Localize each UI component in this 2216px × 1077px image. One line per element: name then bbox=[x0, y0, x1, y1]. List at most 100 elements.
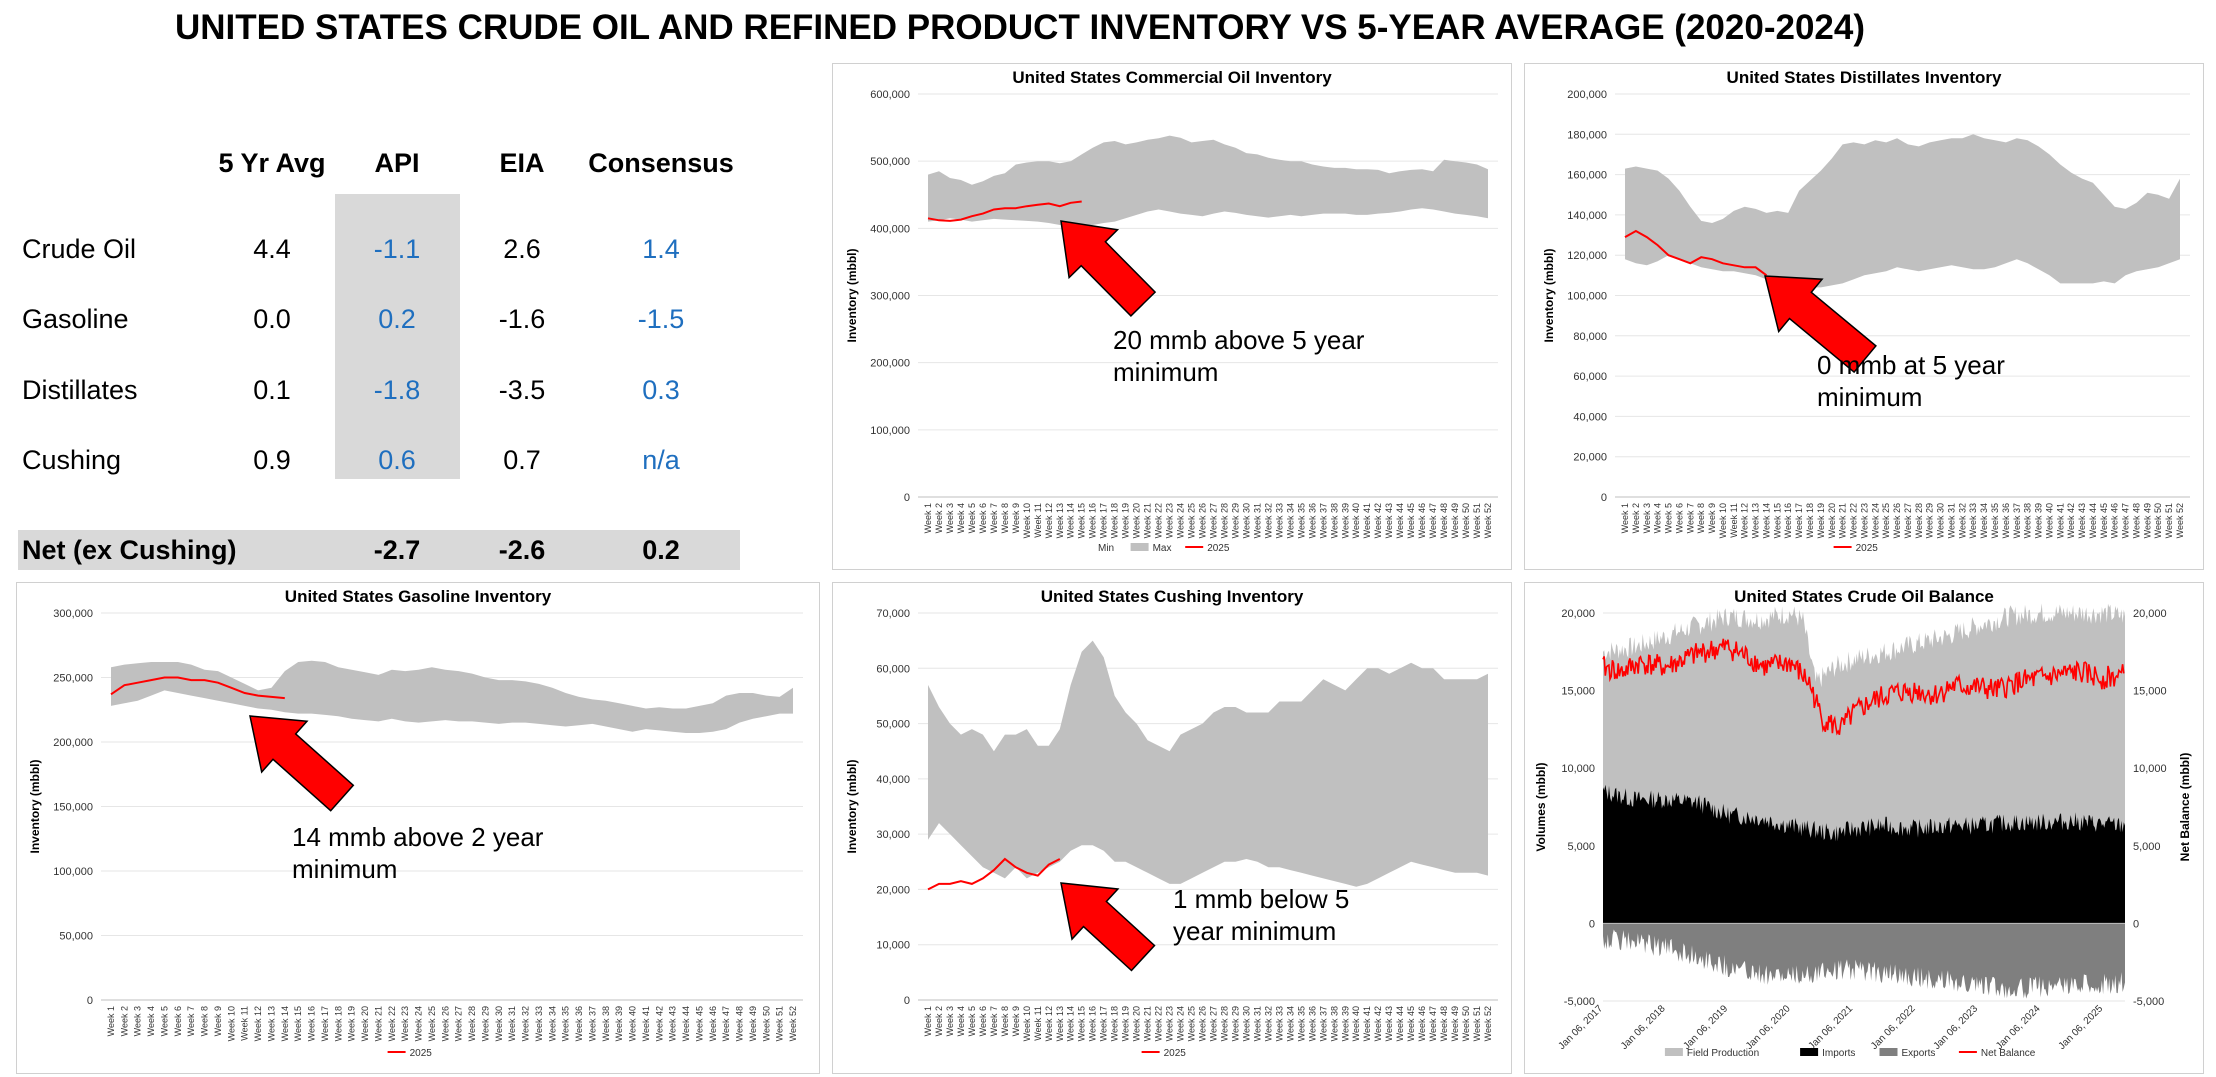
x-tick-label: Week 22 bbox=[1849, 503, 1859, 538]
net-balance-line bbox=[1602, 638, 2125, 736]
x-tick-label: Week 41 bbox=[1362, 1006, 1372, 1041]
y-tick-label: 15,000 bbox=[1561, 686, 1595, 698]
y-tick-label: 300,000 bbox=[870, 291, 910, 303]
x-tick-label: Week 30 bbox=[1936, 503, 1946, 538]
x-tick-label: Week 46 bbox=[2110, 503, 2120, 538]
x-tick-label: Week 44 bbox=[1395, 1006, 1405, 1041]
x-tick-label: Week 49 bbox=[2142, 503, 2152, 538]
x-tick-label: Week 31 bbox=[1252, 1006, 1262, 1041]
y-tick-label: 5,000 bbox=[1567, 841, 1595, 853]
x-tick-label: Week 16 bbox=[1088, 503, 1098, 538]
x-tick-label: Week 6 bbox=[1674, 503, 1684, 533]
y-tick-label: 10,000 bbox=[1561, 763, 1595, 775]
x-tick-label: Week 42 bbox=[1373, 1006, 1383, 1041]
y-tick-label: 60,000 bbox=[876, 663, 910, 675]
x-tick-label: Week 32 bbox=[1263, 503, 1273, 538]
x-tick-label: Week 16 bbox=[1088, 1006, 1098, 1041]
crude-consensus: 1.4 bbox=[642, 234, 680, 264]
x-tick-label: Week 9 bbox=[1707, 503, 1717, 533]
x-tick-label: Week 18 bbox=[1110, 503, 1120, 538]
x-tick-label: Week 21 bbox=[1143, 503, 1153, 538]
x-tick-label: Week 40 bbox=[2044, 503, 2054, 538]
x-tick-label: Week 17 bbox=[1794, 503, 1804, 538]
x-tick-label: Week 29 bbox=[480, 1006, 490, 1041]
x-tick-label: Jan 06, 2025 bbox=[2057, 1003, 2106, 1052]
x-tick-label: Week 25 bbox=[427, 1006, 437, 1041]
net-eia: -2.6 bbox=[498, 535, 546, 565]
crude-balance-chart: United States Crude Oil Balance -5,000 -5,… bbox=[1524, 582, 2204, 1074]
x-tick-label: Week 23 bbox=[400, 1006, 410, 1041]
x-tick-label: Week 15 bbox=[1077, 503, 1087, 538]
x-tick-label: Week 34 bbox=[1285, 503, 1295, 538]
x-tick-label: Week 17 bbox=[1099, 1006, 1109, 1041]
x-tick-label: Week 2 bbox=[934, 1006, 944, 1036]
y2-axis-label: Net Balance (mbbl) bbox=[2178, 753, 2192, 862]
x-tick-label: Week 32 bbox=[1263, 1006, 1273, 1041]
x-tick-label: Week 8 bbox=[1000, 503, 1010, 533]
header-consensus: Consensus bbox=[588, 148, 734, 178]
y-tick-label: 120,000 bbox=[1567, 250, 1607, 262]
x-tick-label: Week 40 bbox=[1351, 503, 1361, 538]
x-tick-label: Week 39 bbox=[1340, 1006, 1350, 1041]
x-tick-label: Week 5 bbox=[967, 1006, 977, 1036]
y-tick-label: 40,000 bbox=[1573, 411, 1607, 423]
x-tick-label: Week 26 bbox=[440, 1006, 450, 1041]
y-tick-label: 80,000 bbox=[1573, 331, 1607, 343]
x-tick-label: Week 43 bbox=[2077, 503, 2087, 538]
x-tick-label: Week 46 bbox=[1417, 503, 1427, 538]
x-tick-label: Week 33 bbox=[1968, 503, 1978, 538]
y-axis-label: Inventory (mbbl) bbox=[845, 759, 859, 853]
x-tick-label: Week 25 bbox=[1881, 503, 1891, 538]
y-tick-label: 20,000 bbox=[1573, 452, 1607, 464]
imports-area bbox=[1603, 784, 2125, 924]
x-tick-label: Week 44 bbox=[2088, 503, 2098, 538]
chart-title: United States Commercial Oil Inventory bbox=[1012, 68, 1332, 87]
x-tick-label: Week 24 bbox=[1176, 503, 1186, 538]
y-tick-label: 0 bbox=[904, 492, 910, 504]
y-tick-label: 300,000 bbox=[53, 608, 93, 620]
x-tick-label: Week 43 bbox=[1384, 1006, 1394, 1041]
x-tick-label: Jan 06, 2017 bbox=[1556, 1003, 1605, 1052]
series-line-2025 bbox=[110, 676, 285, 700]
x-tick-label: Week 52 bbox=[788, 1006, 798, 1041]
x-tick-label: Week 2 bbox=[119, 1006, 129, 1036]
x-tick-label: Week 52 bbox=[1483, 1006, 1493, 1041]
x-tick-label: Week 26 bbox=[1198, 1006, 1208, 1041]
cushing-consensus: n/a bbox=[642, 445, 680, 475]
crude-balance-chart-svg: United States Crude Oil Balance -5,000 -5,… bbox=[1534, 587, 2192, 1059]
summary-table: 5 Yr Avg API EIA Consensus Crude Oil 4.4… bbox=[14, 60, 749, 570]
y-tick-label: 0 bbox=[87, 995, 93, 1007]
x-tick-label: Week 33 bbox=[534, 1006, 544, 1041]
gasoline-chart: United States Gasoline Inventory 0 50,000 1… bbox=[16, 582, 820, 1074]
x-tick-label: Week 44 bbox=[1395, 503, 1405, 538]
x-tick-label: Week 32 bbox=[521, 1006, 531, 1041]
x-tick-label: Week 19 bbox=[347, 1006, 357, 1041]
annotation-text: 0 mmb at 5 year bbox=[1817, 350, 2005, 380]
y-tick-label: -5,000 bbox=[1564, 996, 1595, 1008]
x-tick-label: Week 42 bbox=[2066, 503, 2076, 538]
x-tick-label: Week 14 bbox=[280, 1006, 290, 1041]
x-tick-label: Week 34 bbox=[547, 1006, 557, 1041]
x-tick-label: Week 4 bbox=[1653, 503, 1663, 533]
x-tick-label: Week 34 bbox=[1285, 1006, 1295, 1041]
y2-tick-label: -5,000 bbox=[2133, 996, 2164, 1008]
exports-area bbox=[1603, 923, 2125, 999]
x-tick-label: Jan 06, 2020 bbox=[1744, 1003, 1793, 1052]
y-tick-label: 180,000 bbox=[1567, 129, 1607, 141]
x-tick-label: Week 6 bbox=[173, 1006, 183, 1036]
legend-label: Exports bbox=[1902, 1048, 1936, 1059]
x-tick-label: Week 8 bbox=[1000, 1006, 1010, 1036]
x-tick-label: Week 13 bbox=[266, 1006, 276, 1041]
x-tick-label: Week 46 bbox=[1417, 1006, 1427, 1041]
x-tick-label: Week 15 bbox=[1077, 1006, 1087, 1041]
x-tick-label: Week 21 bbox=[1838, 503, 1848, 538]
x-tick-label: Week 41 bbox=[1362, 503, 1372, 538]
x-tick-label: Week 45 bbox=[2099, 503, 2109, 538]
x-tick-label: Week 18 bbox=[1110, 1006, 1120, 1041]
x-tick-label: Week 3 bbox=[1642, 503, 1652, 533]
x-tick-label: Week 51 bbox=[2164, 503, 2174, 538]
x-tick-label: Week 8 bbox=[1696, 503, 1706, 533]
x-tick-label: Week 24 bbox=[1870, 503, 1880, 538]
y-tick-label: 100,000 bbox=[1567, 291, 1607, 303]
x-tick-label: Week 15 bbox=[293, 1006, 303, 1041]
